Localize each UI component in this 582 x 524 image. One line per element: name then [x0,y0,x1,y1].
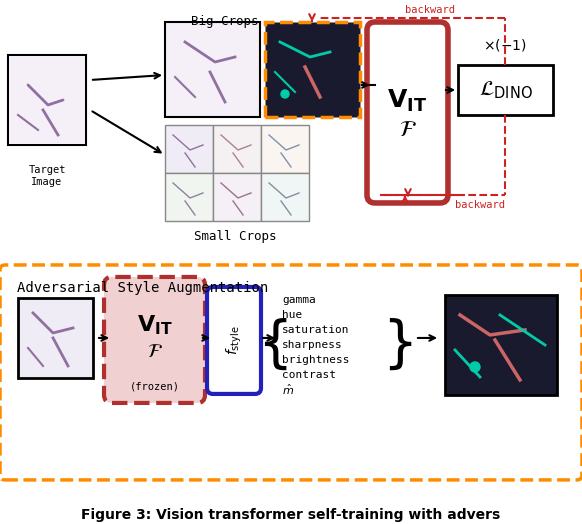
Text: hue: hue [282,310,302,320]
FancyBboxPatch shape [165,22,260,117]
FancyBboxPatch shape [445,295,557,395]
FancyBboxPatch shape [207,287,261,394]
Text: }: } [382,318,418,372]
Text: (frozen): (frozen) [130,382,179,392]
Text: Adversarial Style Augmentation: Adversarial Style Augmentation [17,281,268,295]
Text: Big Crops: Big Crops [191,15,259,28]
Text: Small Crops: Small Crops [194,230,276,243]
Text: $\mathcal{F}$: $\mathcal{F}$ [399,121,416,140]
Text: saturation: saturation [282,325,350,335]
Text: $\times(-1)$: $\times(-1)$ [483,37,527,53]
Text: backward: backward [405,5,455,15]
FancyBboxPatch shape [367,22,448,203]
FancyBboxPatch shape [165,125,213,173]
Text: Target
Image: Target Image [29,165,66,187]
Circle shape [470,362,480,372]
Text: $\mathcal{L}_{\mathrm{DINO}}$: $\mathcal{L}_{\mathrm{DINO}}$ [478,79,533,101]
Text: $\mathbf{V}_{\mathbf{IT}}$: $\mathbf{V}_{\mathbf{IT}}$ [137,313,172,337]
FancyBboxPatch shape [165,173,213,221]
Text: $\mathcal{F}$: $\mathcal{F}$ [147,343,162,362]
Text: Figure 3: Vision transformer self-training with advers: Figure 3: Vision transformer self-traini… [81,508,501,522]
Circle shape [281,90,289,98]
Text: {: { [257,318,293,372]
FancyBboxPatch shape [265,22,360,117]
FancyBboxPatch shape [18,298,93,378]
Text: sharpness: sharpness [282,340,343,350]
Text: backward: backward [455,200,505,210]
FancyBboxPatch shape [9,56,85,144]
Text: brightness: brightness [282,355,350,365]
FancyBboxPatch shape [104,277,205,403]
FancyBboxPatch shape [0,265,582,480]
FancyBboxPatch shape [213,125,261,173]
FancyBboxPatch shape [458,65,553,115]
Text: $f_{\mathrm{style}}$: $f_{\mathrm{style}}$ [224,325,244,355]
Text: $\mathbf{V}_{\mathbf{IT}}$: $\mathbf{V}_{\mathbf{IT}}$ [388,88,427,114]
Text: gamma: gamma [282,295,316,305]
FancyBboxPatch shape [8,55,86,145]
Text: contrast: contrast [282,370,336,380]
FancyBboxPatch shape [213,173,261,221]
Text: $\hat{m}$: $\hat{m}$ [282,383,294,397]
FancyBboxPatch shape [261,173,309,221]
FancyBboxPatch shape [261,125,309,173]
